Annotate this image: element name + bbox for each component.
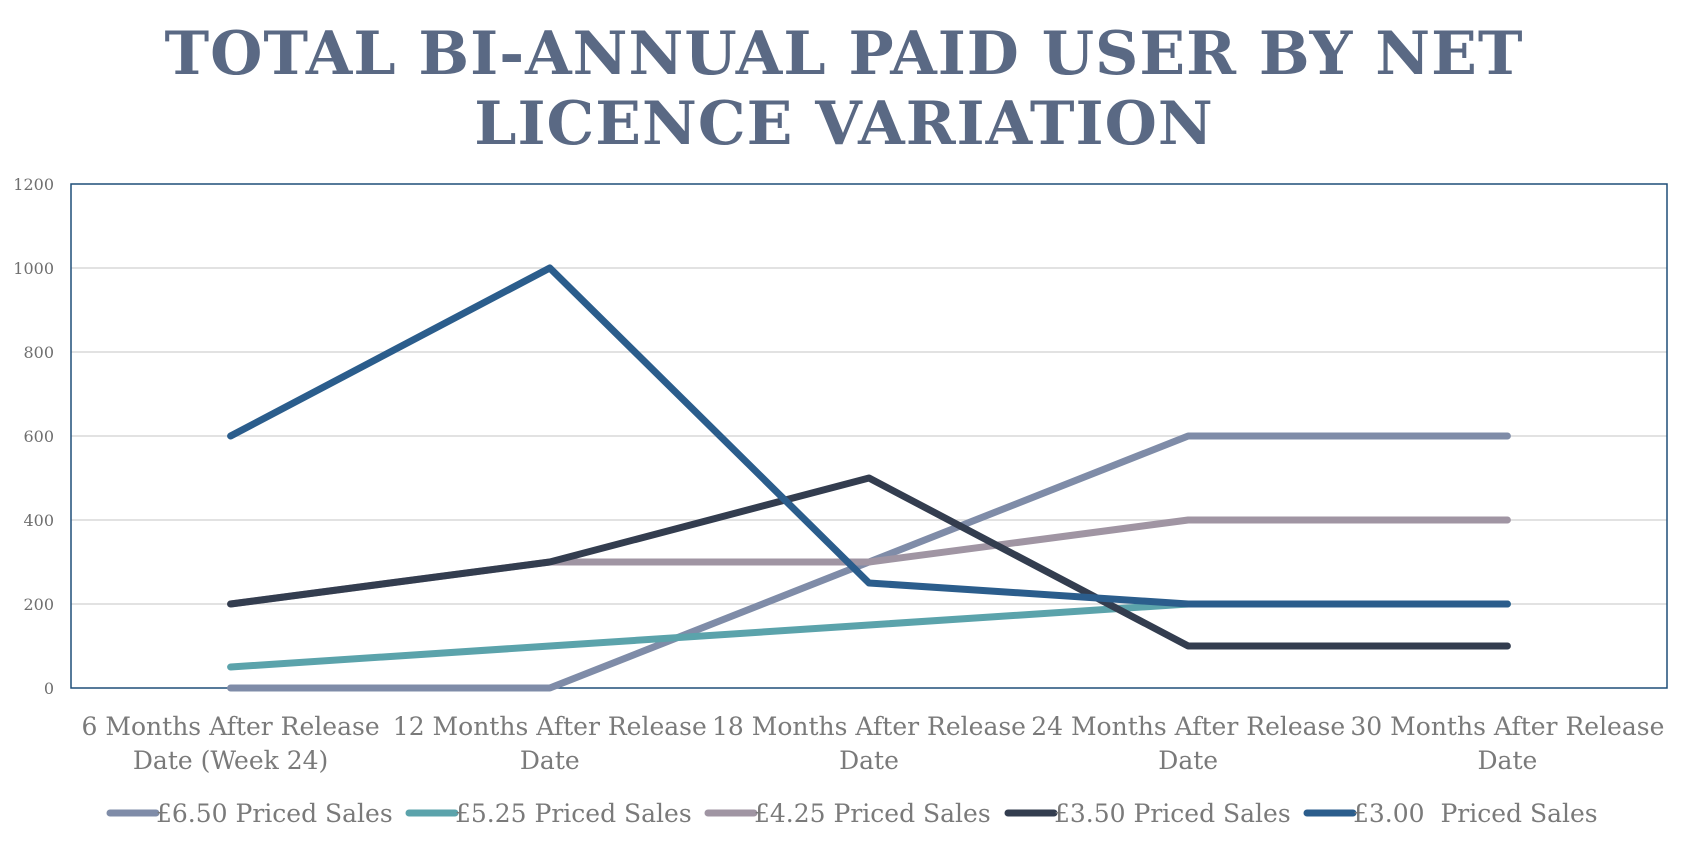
x-tick-label: 18 Months After Release (712, 712, 1026, 741)
x-tick-label: Date (520, 746, 580, 775)
series-line-4 (227, 474, 1511, 650)
chart-title-line-1: TOTAL BI-ANNUAL PAID USER BY NET (165, 19, 1524, 89)
legend-label-5: £3.00 Priced Sales (1353, 799, 1598, 828)
series-lines (227, 264, 1511, 692)
legend-label-2: £5.25 Priced Sales (455, 799, 692, 828)
x-tick-label: 30 Months After Release (1350, 712, 1664, 741)
x-tick-label: 6 Months After Release (82, 712, 380, 741)
y-axis-tick-labels: 0 200 400 600 800 1000 1200 (13, 175, 54, 698)
y-tick-label: 0 (44, 679, 54, 698)
chart-title-line-2: LICENCE VARIATION (474, 89, 1213, 159)
y-tick-label: 1000 (13, 259, 54, 278)
chart-title: TOTAL BI-ANNUAL PAID USER BY NETLICENCE … (165, 19, 1524, 159)
x-tick-label: Date (839, 746, 899, 775)
series-line-2 (227, 600, 1511, 671)
x-tick-label: Date (Week 24) (133, 746, 328, 775)
x-tick-label: Date (1478, 746, 1538, 775)
legend-label-3: £4.25 Priced Sales (754, 799, 991, 828)
legend-label-4: £3.50 Priced Sales (1054, 799, 1291, 828)
y-tick-label: 1200 (13, 175, 54, 194)
x-axis-tick-labels: 6 Months After Release Date (Week 24) 12 M… (82, 712, 1665, 775)
legend-label-1: £6.50 Priced Sales (156, 799, 393, 828)
x-tick-label: 24 Months After Release (1031, 712, 1345, 741)
y-tick-label: 600 (23, 427, 54, 446)
series-line-3 (227, 516, 1511, 608)
plot-area-border (70, 183, 1668, 689)
x-tick-label: Date (1158, 746, 1218, 775)
y-tick-label: 200 (23, 595, 54, 614)
y-tick-label: 800 (23, 343, 54, 362)
y-tick-label: 400 (23, 511, 54, 530)
x-tick-label: 12 Months After Release (393, 712, 707, 741)
legend: £6.50 Priced Sales £5.25 Priced Sales £4.2… (106, 799, 1598, 828)
series-line-5 (227, 264, 1511, 608)
